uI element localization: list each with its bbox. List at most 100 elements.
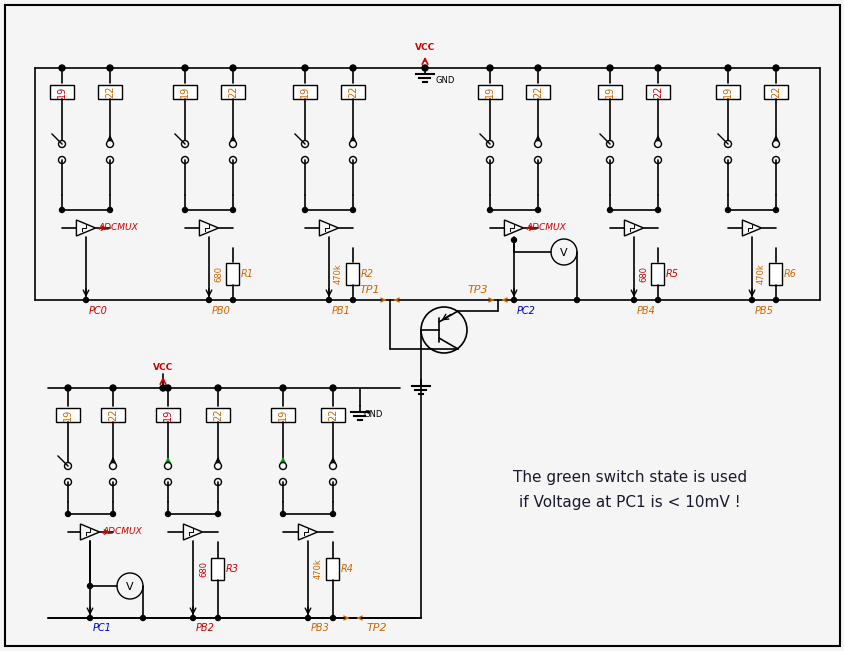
- Text: 470k: 470k: [756, 264, 766, 284]
- Text: PC1: PC1: [93, 623, 111, 633]
- Bar: [598, 85, 621, 99]
- Text: 19: 19: [57, 86, 67, 98]
- Circle shape: [165, 512, 170, 516]
- Circle shape: [302, 208, 307, 212]
- Circle shape: [350, 208, 355, 212]
- Circle shape: [66, 512, 70, 516]
- Text: 19: 19: [278, 409, 288, 421]
- Circle shape: [214, 385, 221, 391]
- Text: 19: 19: [300, 86, 310, 98]
- Text: 19: 19: [163, 409, 173, 421]
- Bar: [715, 85, 739, 99]
- Text: R1: R1: [241, 269, 254, 279]
- Circle shape: [230, 65, 235, 71]
- Text: 19: 19: [180, 86, 190, 98]
- Text: 22: 22: [228, 86, 238, 98]
- Bar: [321, 408, 344, 422]
- Bar: [101, 408, 125, 422]
- Text: V: V: [126, 582, 133, 592]
- Circle shape: [88, 615, 92, 620]
- Bar: [226, 263, 239, 285]
- Circle shape: [84, 298, 89, 303]
- Circle shape: [110, 385, 116, 391]
- Bar: [326, 558, 339, 580]
- Circle shape: [330, 615, 335, 620]
- Bar: [173, 85, 197, 99]
- Bar: [651, 263, 663, 285]
- Circle shape: [534, 65, 540, 71]
- Circle shape: [280, 512, 285, 516]
- Circle shape: [535, 208, 540, 212]
- Circle shape: [107, 208, 112, 212]
- Bar: [478, 85, 501, 99]
- Text: 19: 19: [484, 86, 495, 98]
- Text: PC2: PC2: [517, 306, 535, 316]
- Text: ADCMUX: ADCMUX: [525, 223, 565, 232]
- Text: PB0: PB0: [212, 306, 230, 316]
- Text: 22: 22: [108, 409, 118, 421]
- Circle shape: [630, 298, 636, 303]
- Circle shape: [330, 512, 335, 516]
- Circle shape: [111, 512, 116, 516]
- Text: 470k: 470k: [314, 559, 322, 579]
- Text: The green switch state is used
if Voltage at PC1 is < 10mV !: The green switch state is used if Voltag…: [512, 470, 746, 510]
- Text: 22: 22: [652, 86, 663, 98]
- Circle shape: [511, 298, 516, 303]
- Bar: [56, 408, 80, 422]
- Text: PB5: PB5: [754, 306, 773, 316]
- Circle shape: [59, 208, 64, 212]
- Text: 680: 680: [214, 266, 223, 282]
- Bar: [645, 85, 669, 99]
- Text: R4: R4: [341, 564, 354, 574]
- Bar: [206, 408, 230, 422]
- Circle shape: [749, 298, 754, 303]
- Text: GND: GND: [364, 410, 383, 419]
- Text: TP1: TP1: [359, 285, 380, 295]
- Bar: [763, 85, 787, 99]
- Circle shape: [306, 615, 310, 620]
- Text: GND: GND: [436, 76, 455, 85]
- Text: PB4: PB4: [636, 306, 655, 316]
- Text: R2: R2: [360, 269, 374, 279]
- Circle shape: [65, 385, 71, 391]
- Bar: [211, 558, 225, 580]
- Circle shape: [511, 238, 516, 243]
- Bar: [50, 85, 74, 99]
- Text: PB2: PB2: [196, 623, 214, 633]
- Bar: [525, 85, 549, 99]
- Circle shape: [206, 298, 211, 303]
- Text: 22: 22: [105, 86, 115, 98]
- Circle shape: [725, 208, 729, 212]
- Bar: [769, 263, 782, 285]
- Circle shape: [140, 615, 145, 620]
- Circle shape: [165, 385, 170, 391]
- Text: 470k: 470k: [333, 264, 343, 284]
- Circle shape: [350, 298, 355, 303]
- Circle shape: [724, 65, 730, 71]
- Circle shape: [349, 65, 355, 71]
- Text: TP3: TP3: [467, 285, 488, 295]
- Text: 22: 22: [533, 86, 543, 98]
- Text: VCC: VCC: [414, 43, 435, 52]
- Bar: [341, 85, 365, 99]
- Circle shape: [330, 385, 336, 391]
- Bar: [271, 408, 295, 422]
- Text: PC0: PC0: [89, 306, 108, 316]
- Text: VCC: VCC: [153, 363, 173, 372]
- Bar: [221, 85, 245, 99]
- Circle shape: [190, 615, 195, 620]
- Text: 19: 19: [604, 86, 614, 98]
- Circle shape: [655, 208, 660, 212]
- Circle shape: [772, 298, 777, 303]
- Circle shape: [326, 298, 331, 303]
- Bar: [156, 408, 180, 422]
- Circle shape: [486, 65, 492, 71]
- Circle shape: [160, 385, 165, 391]
- Circle shape: [607, 208, 612, 212]
- Text: ADCMUX: ADCMUX: [102, 527, 142, 536]
- Text: V: V: [560, 248, 567, 258]
- Circle shape: [181, 65, 187, 71]
- Text: R6: R6: [783, 269, 796, 279]
- Circle shape: [230, 208, 235, 212]
- Text: 19: 19: [722, 86, 732, 98]
